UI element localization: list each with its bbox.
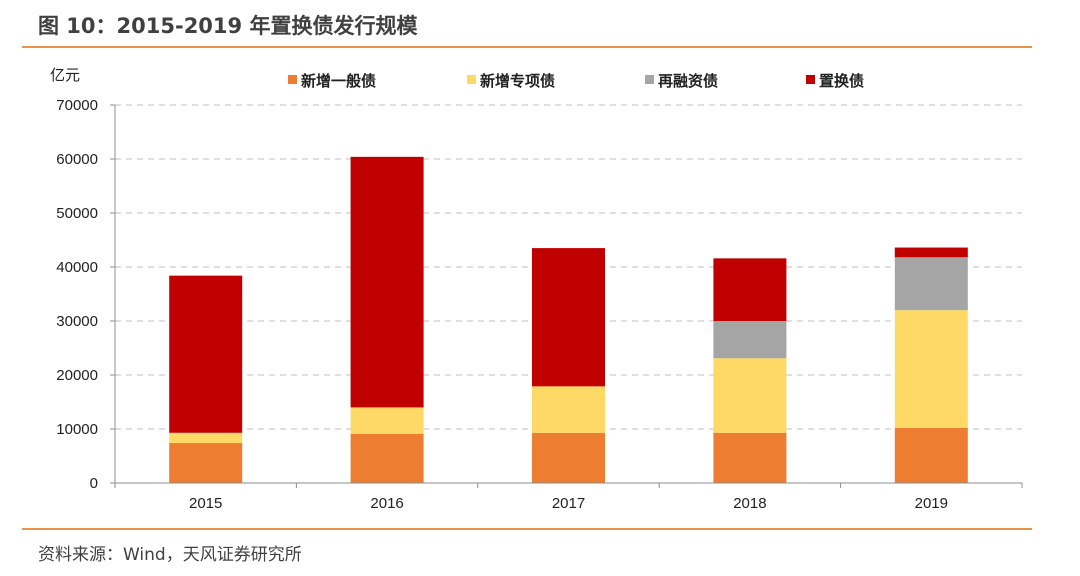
y-tick-label: 70000 <box>56 97 98 114</box>
source-note: 资料来源：Wind，天风证券研究所 <box>38 545 302 565</box>
bar-segment <box>350 156 424 408</box>
legend-label: 新增一般债 <box>301 72 376 90</box>
bar-segment <box>713 432 787 483</box>
legend-label: 新增专项债 <box>480 72 555 90</box>
y-tick-label: 10000 <box>56 421 98 438</box>
x-tick-label: 2017 <box>552 495 585 512</box>
x-tick-label: 2015 <box>189 495 222 512</box>
legend-swatch <box>806 75 815 84</box>
bar-segment <box>894 257 968 311</box>
y-tick-label: 60000 <box>56 151 98 168</box>
legend-swatch <box>467 75 476 84</box>
y-tick-label: 50000 <box>56 205 98 222</box>
bar-segment <box>169 432 243 444</box>
figure-title: 图 10：2015-2019 年置换债发行规模 <box>38 14 418 38</box>
bar-segment <box>713 358 787 433</box>
legend-label: 再融资债 <box>658 72 718 90</box>
bar-segment <box>532 432 605 483</box>
y-tick-label: 0 <box>90 475 98 492</box>
y-axis-ticks: 0 10000 20000 30000 40000 50000 60000 70000 <box>56 97 98 492</box>
bar-segment <box>532 386 605 433</box>
y-tick-label: 40000 <box>56 259 98 276</box>
legend-swatch <box>288 75 297 84</box>
legend-label: 置换债 <box>819 72 864 90</box>
bar-segment <box>169 275 243 433</box>
bar-segment <box>169 443 243 483</box>
y-axis-unit-label: 亿元 <box>50 66 80 84</box>
y-tick-label: 30000 <box>56 313 98 330</box>
bar-segment <box>532 248 605 387</box>
bar-segment <box>350 433 424 483</box>
header-divider <box>22 46 1032 48</box>
footer-divider <box>22 528 1032 530</box>
x-axis-ticks: 2015 2016 2017 2018 2019 <box>189 495 948 512</box>
legend-swatch <box>645 75 654 84</box>
x-tick-label: 2018 <box>733 495 766 512</box>
bars <box>169 156 968 483</box>
bar-segment <box>894 427 968 483</box>
bar-segment <box>713 321 787 359</box>
bar-segment <box>894 310 968 428</box>
bar-segment <box>713 258 787 321</box>
bar-segment <box>894 247 968 258</box>
legend: 新增一般债 新增专项债 再融资债 置换债 <box>288 72 864 90</box>
bar-segment <box>350 407 424 434</box>
y-tick-label: 20000 <box>56 367 98 384</box>
x-tick-label: 2016 <box>370 495 403 512</box>
x-tick-label: 2019 <box>915 495 948 512</box>
axes <box>110 104 1023 488</box>
